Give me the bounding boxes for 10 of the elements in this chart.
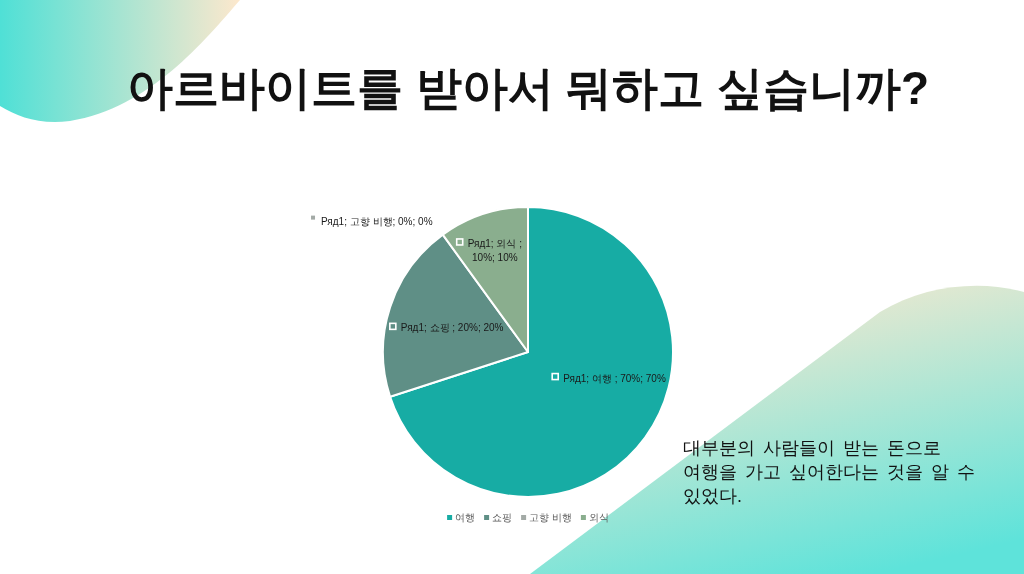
data-label: Ряд1; 여행 ; 70%; 70% — [563, 372, 666, 384]
data-label: Ряд1; 고향 비행; 0%; 0% — [321, 215, 433, 227]
legend-label: 쇼핑 — [492, 512, 513, 523]
legend-label: 외식 — [588, 512, 609, 523]
text: 대부분의 사람들이 받는 돈으로 여행을 가고 싶어한다는 것을 알 수 있었다. — [683, 437, 976, 508]
data-label: Ряд1; 쇼핑 ; 20%; 20% — [400, 322, 504, 334]
legend-label: 고향 비행 — [529, 512, 572, 523]
legend-label: 여행 — [455, 512, 476, 523]
chart-title: 아르바이트를 받아서 뭐하고 싶습니까? — [126, 62, 930, 114]
data-label: Ряд1; 외식 ; 10%; 10% — [467, 237, 522, 263]
